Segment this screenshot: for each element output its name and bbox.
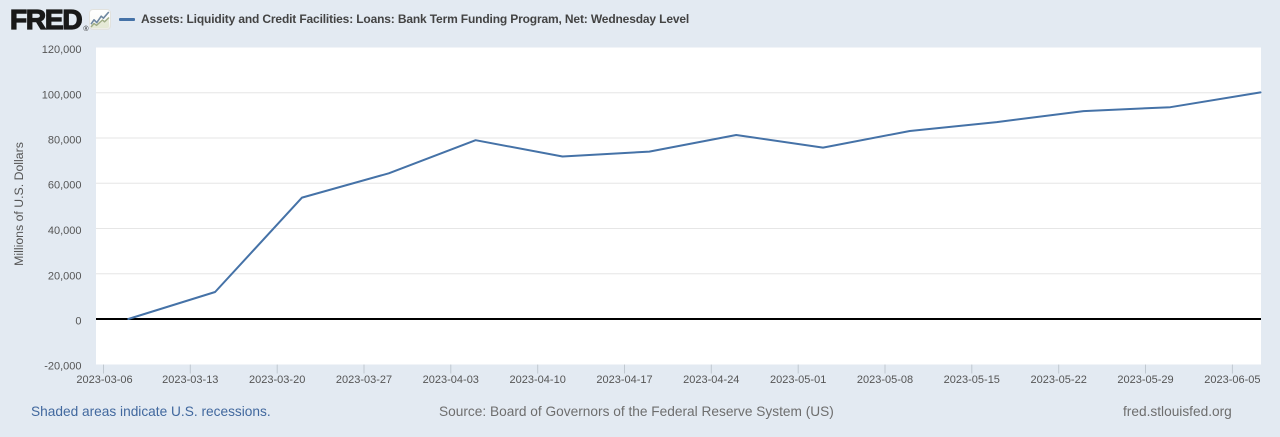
svg-text:60,000: 60,000: [48, 180, 82, 192]
svg-text:20,000: 20,000: [48, 270, 82, 282]
svg-text:Millions of U.S. Dollars: Millions of U.S. Dollars: [12, 142, 26, 266]
svg-text:2023-03-27: 2023-03-27: [336, 374, 392, 386]
svg-text:2023-04-17: 2023-04-17: [596, 374, 652, 386]
svg-text:100,000: 100,000: [42, 89, 82, 101]
svg-text:80,000: 80,000: [48, 135, 82, 147]
svg-text:2023-06-05: 2023-06-05: [1204, 374, 1260, 386]
svg-text:2023-05-15: 2023-05-15: [944, 374, 1000, 386]
svg-text:2023-03-06: 2023-03-06: [76, 374, 132, 386]
svg-text:2023-03-13: 2023-03-13: [162, 374, 218, 386]
svg-text:-20,000: -20,000: [44, 361, 81, 373]
svg-text:2023-04-10: 2023-04-10: [510, 374, 566, 386]
svg-text:2023-05-08: 2023-05-08: [857, 374, 913, 386]
svg-text:2023-03-20: 2023-03-20: [249, 374, 305, 386]
svg-text:2023-05-29: 2023-05-29: [1117, 374, 1173, 386]
svg-text:2023-04-24: 2023-04-24: [683, 374, 739, 386]
svg-text:40,000: 40,000: [48, 225, 82, 237]
svg-text:2023-04-03: 2023-04-03: [423, 374, 479, 386]
svg-text:0: 0: [75, 316, 81, 328]
svg-text:2023-05-22: 2023-05-22: [1031, 374, 1087, 386]
svg-text:120,000: 120,000: [42, 44, 82, 56]
svg-text:2023-05-01: 2023-05-01: [770, 374, 826, 386]
